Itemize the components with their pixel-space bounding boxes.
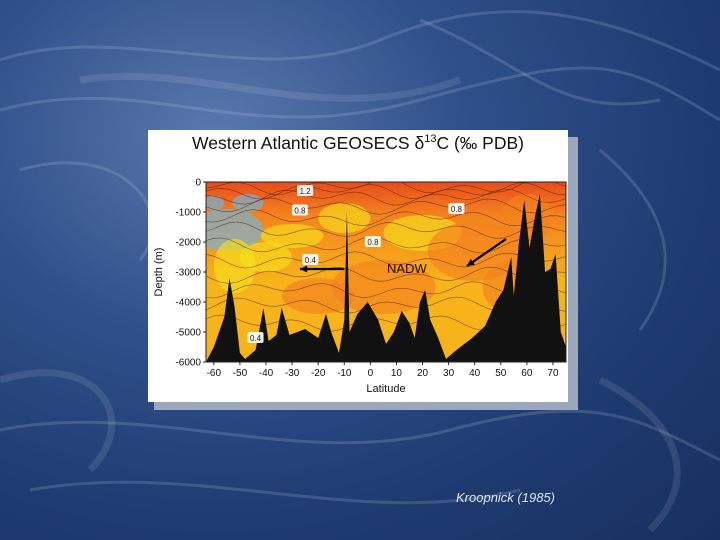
isotope-patch	[206, 209, 264, 251]
x-tick-label: 60	[521, 368, 533, 379]
y-tick-label: -4000	[175, 298, 201, 309]
flow-arrows	[299, 238, 507, 273]
x-tick-label: -40	[259, 368, 274, 379]
contour-line	[206, 266, 566, 284]
x-tick-label: -10	[337, 368, 352, 379]
contour-label-bg	[448, 203, 465, 214]
contour-label: 0.4	[305, 256, 317, 265]
contour-line	[206, 188, 566, 206]
y-axis-label: Depth (m)	[153, 248, 165, 297]
y-tick-label: -6000	[175, 358, 201, 369]
annotations: NADW	[387, 261, 427, 276]
contour-label-bg	[247, 332, 264, 343]
x-tick-label: -50	[233, 368, 248, 379]
chart-figure: Western Atlantic GEOSECS δ13C (‰ PDB) -6…	[148, 130, 568, 402]
title-superscript: 13	[424, 133, 437, 146]
x-tick-label: 50	[495, 368, 507, 379]
plot-area	[206, 182, 566, 362]
contour-label: 0.8	[294, 207, 306, 216]
x-axis-label: Latitude	[366, 383, 405, 395]
contour-label: 0.8	[367, 238, 379, 247]
x-axis: -60 -50 -40 -30 -20 -10 0 10 20 30 40 50 60 70	[207, 362, 559, 379]
x-tick-label: -20	[311, 368, 326, 379]
contour-line	[206, 209, 566, 227]
y-tick-label: -1000	[175, 208, 201, 219]
title-prefix: Western Atlantic GEOSECS	[192, 133, 415, 153]
x-tick-label: 10	[391, 368, 403, 379]
x-tick-label: -60	[207, 368, 222, 379]
contour-line	[206, 236, 566, 254]
contour-label-bg	[297, 185, 314, 196]
section-plot: -60 -50 -40 -30 -20 -10 0 10 20 30 40 50 60 70 0 -1000…	[153, 178, 567, 395]
y-tick-label: -2000	[175, 238, 201, 249]
y-tick-label: 0	[195, 178, 201, 189]
flow-arrow-head	[466, 259, 475, 266]
flow-arrow-shaft	[466, 238, 507, 267]
contour-label: 1.2	[300, 187, 312, 196]
isotope-patch	[206, 195, 225, 211]
contour-line	[206, 197, 566, 215]
contour-label-bg	[291, 204, 308, 216]
delta-symbol: δ	[414, 133, 425, 153]
nadw-label: NADW	[387, 261, 427, 276]
x-tick-label: 30	[443, 368, 455, 379]
contour-labels: 1.2 0.8 0.8 0.8 0.4 0.4	[247, 185, 465, 343]
contour-label-bg	[302, 254, 319, 265]
contour-line	[206, 182, 566, 196]
citation-credit: Kroopnick (1985)	[456, 490, 555, 505]
contour-label: 0.8	[451, 205, 463, 214]
contour-lines	[206, 182, 566, 332]
y-tick-label: -3000	[175, 268, 201, 279]
title-suffix: C (‰ PDB)	[436, 133, 524, 153]
y-axis: 0 -1000 -2000 -3000 -4000 -5000 -6000	[175, 178, 206, 369]
x-tick-label: 40	[469, 368, 481, 379]
chart-title: Western Atlantic GEOSECS δ13C (‰ PDB)	[148, 133, 568, 154]
x-tick-label: -30	[285, 368, 300, 379]
isotope-patch	[260, 224, 324, 248]
isotope-patch	[281, 278, 355, 314]
x-tick-label: 70	[547, 368, 559, 379]
isotope-patch	[318, 203, 371, 233]
flow-arrow-head	[299, 265, 308, 273]
seafloor-bathymetry	[206, 194, 566, 362]
x-tick-label: 20	[417, 368, 429, 379]
contour-label: 0.4	[250, 334, 262, 343]
y-tick-label: -5000	[175, 328, 201, 339]
contour-line	[206, 221, 566, 239]
contour-line	[206, 251, 566, 269]
x-tick-label: 0	[368, 368, 374, 379]
contour-label-bg	[364, 236, 381, 247]
isotope-patch	[232, 194, 264, 212]
